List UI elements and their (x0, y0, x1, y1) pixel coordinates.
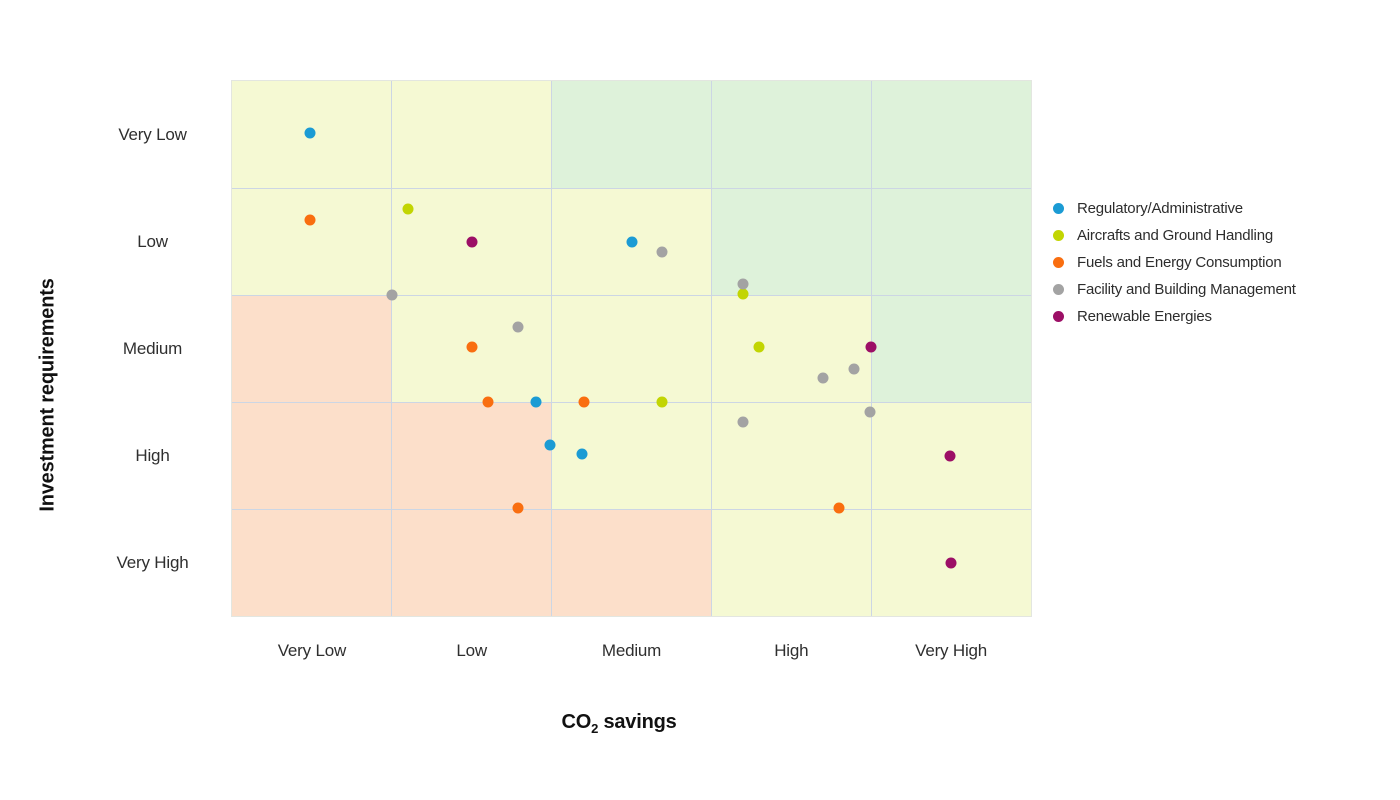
data-point (737, 288, 749, 300)
legend-label: Renewable Energies (1077, 308, 1212, 325)
matrix-cell (232, 188, 392, 295)
matrix-cell (232, 509, 392, 616)
matrix-cell (871, 81, 1031, 188)
legend-item: Facility and Building Management (1053, 276, 1296, 303)
gridline (232, 187, 1031, 189)
x-tick-label: High (774, 641, 809, 660)
x-tick-label: Medium (601, 641, 662, 660)
legend-dot-icon (1053, 284, 1064, 295)
data-point (656, 246, 668, 258)
matrix-cell (551, 295, 712, 402)
data-point (544, 439, 556, 451)
matrix-cell (711, 188, 872, 295)
matrix-cell (871, 295, 1031, 402)
matrix-cell (711, 402, 872, 509)
data-point (848, 363, 860, 375)
legend-dot-icon (1053, 311, 1064, 322)
legend-label: Facility and Building Management (1077, 281, 1296, 298)
legend-dot-icon (1053, 230, 1064, 241)
matrix-cell (871, 188, 1031, 295)
legend-label: Fuels and Energy Consumption (1077, 254, 1282, 271)
data-point (626, 236, 637, 247)
data-point (512, 502, 524, 514)
legend-item: Fuels and Energy Consumption (1053, 249, 1296, 276)
legend-label: Regulatory/Administrative (1077, 200, 1243, 217)
gridline (551, 81, 553, 616)
legend-item: Regulatory/Administrative (1053, 195, 1296, 222)
legend-item: Renewable Energies (1053, 303, 1296, 330)
data-point (864, 406, 876, 418)
x-tick-label: Very Low (277, 641, 347, 660)
y-tick-label: Very Low (118, 124, 187, 144)
data-point (466, 236, 478, 247)
data-point (944, 450, 955, 461)
gridline (232, 508, 1031, 510)
matrix-cell (391, 402, 552, 509)
matrix-cell (232, 402, 392, 509)
gridline (391, 81, 393, 616)
data-point (512, 321, 524, 333)
data-point (737, 416, 749, 428)
x-axis-title-prefix: CO (561, 711, 592, 733)
y-axis-title: Investment requirements (36, 278, 59, 512)
data-point (482, 396, 494, 408)
matrix-cell (551, 509, 712, 616)
data-point (753, 341, 765, 353)
gridline (710, 81, 712, 616)
matrix-cell (711, 509, 872, 616)
x-axis-title: CO2 savings (561, 711, 676, 736)
y-tick-label: High (135, 445, 170, 465)
data-point (530, 396, 542, 408)
data-point (833, 502, 845, 514)
legend-label: Aircrafts and Ground Handling (1077, 227, 1273, 244)
data-point (578, 396, 590, 408)
data-point (656, 396, 668, 408)
data-point (945, 557, 957, 568)
data-point (865, 341, 877, 353)
matrix-cell (711, 295, 872, 402)
y-axis-tick-labels: Very Low Low Medium High Very High (100, 81, 205, 616)
data-point (402, 203, 414, 215)
y-tick-label: Medium (122, 338, 183, 358)
x-axis-title-suffix: savings (598, 711, 677, 733)
y-tick-label: Very High (116, 552, 189, 572)
x-axis-title-subscript: 2 (591, 721, 599, 736)
legend-dot-icon (1053, 203, 1064, 214)
matrix-cell (232, 295, 392, 402)
y-tick-label: Low (137, 231, 168, 251)
legend-item: Aircrafts and Ground Handling (1053, 222, 1296, 249)
data-point (304, 214, 316, 226)
data-point (466, 341, 478, 353)
data-point (737, 278, 749, 290)
x-tick-label: Very High (915, 641, 988, 660)
legend-dot-icon (1053, 257, 1064, 268)
matrix-cell (551, 81, 712, 188)
matrix-cell (391, 81, 552, 188)
data-point (576, 448, 588, 460)
plot-area (231, 80, 1032, 617)
matrix-cell (391, 509, 552, 616)
legend: Regulatory/Administrative Aircrafts and G… (1053, 195, 1296, 330)
x-tick-label: Low (456, 641, 487, 660)
data-point (304, 127, 316, 139)
matrix-cell (711, 81, 872, 188)
gridline (232, 294, 1031, 296)
gridline (232, 401, 1031, 403)
x-axis-tick-labels: Very Low Low Medium High Very High (232, 641, 1031, 671)
data-point (817, 372, 829, 384)
data-point (386, 289, 398, 301)
